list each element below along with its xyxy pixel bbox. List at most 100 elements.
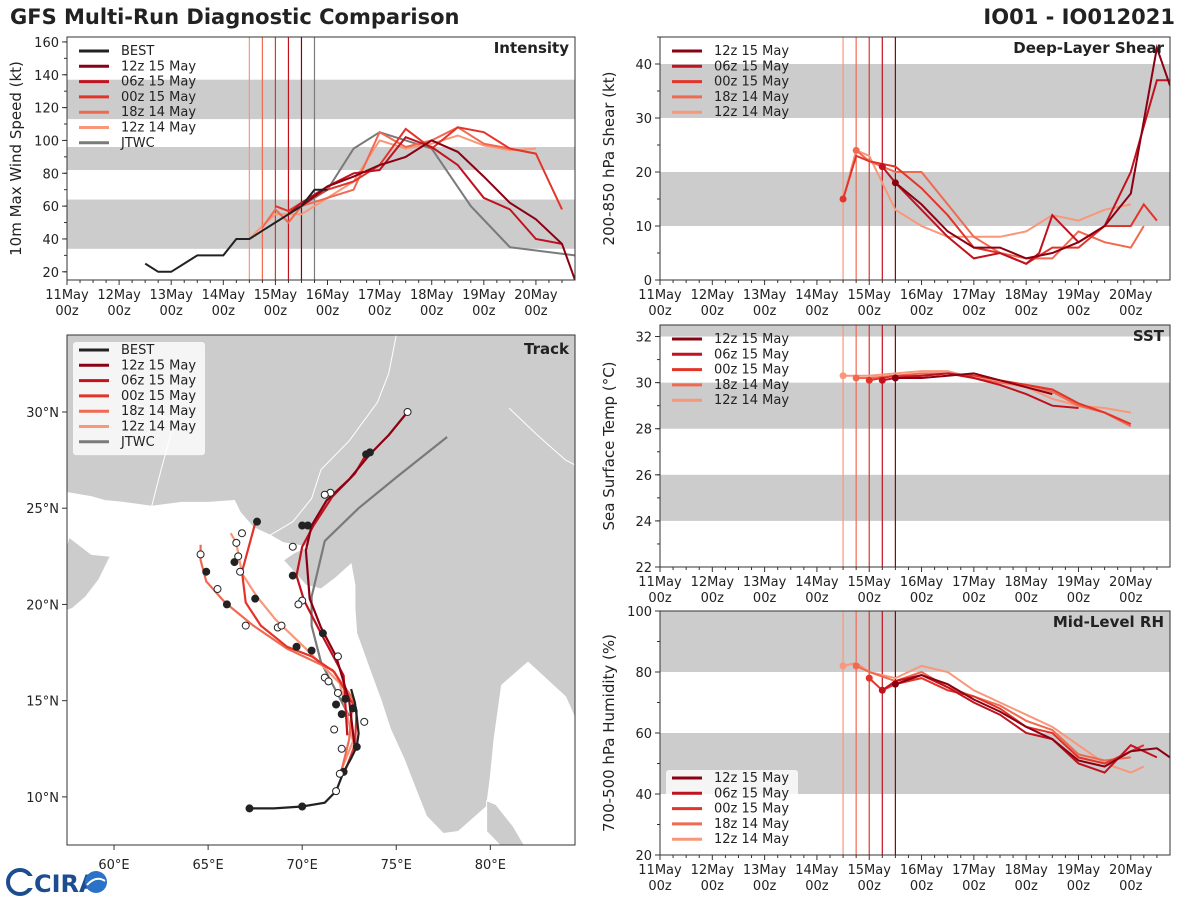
- y-axis-label: 200-850 hPa Shear (kt): [600, 72, 618, 246]
- x-tick-label-hour: 00z: [1067, 591, 1091, 606]
- legend-label: 12z 14 May: [121, 121, 196, 136]
- track-point-00z: [298, 802, 307, 811]
- panel-title: Deep-Layer Shear: [1013, 39, 1164, 57]
- x-tick-label-hour: 00z: [648, 591, 672, 606]
- x-tick-label-hour: 00z: [264, 304, 288, 319]
- track-point-00z: [202, 567, 211, 576]
- init-point: [891, 374, 899, 382]
- x-tick-label-day: 11May: [45, 288, 89, 303]
- track-point-12z: [320, 490, 329, 499]
- plot-area: [660, 611, 1170, 855]
- x-tick-label-day: 17May: [358, 288, 402, 303]
- legend-label: 00z 15 May: [714, 802, 789, 817]
- lat-tick-label: 30°N: [26, 406, 59, 421]
- y-tick-label: 20: [635, 849, 652, 864]
- x-tick-label-hour: 00z: [962, 591, 986, 606]
- x-tick-label-hour: 00z: [962, 879, 986, 894]
- x-tick-label-day: 20May: [1109, 288, 1153, 303]
- x-tick-label-hour: 00z: [1014, 591, 1038, 606]
- series-line-18z-14-may: [261, 126, 537, 229]
- x-tick-label-day: 12May: [97, 288, 141, 303]
- shaded-band: [660, 325, 1170, 337]
- x-tick-label-day: 20May: [1109, 575, 1153, 590]
- plot-area: [67, 37, 575, 280]
- init-point: [891, 680, 899, 688]
- panel-rh: 2040608010011May00z12May00z13May00z14May…: [600, 605, 1171, 894]
- legend-label: 06z 15 May: [714, 786, 789, 801]
- x-tick-label-day: 12May: [691, 575, 735, 590]
- logo-swoosh: [86, 877, 106, 886]
- track-point-12z: [330, 725, 339, 734]
- panel-frame: [659, 36, 1171, 281]
- x-tick-label-hour: 00z: [962, 304, 986, 319]
- lat-tick-label: 10°N: [26, 791, 59, 806]
- shaded-band: [660, 611, 1170, 672]
- x-tick-label-day: 13May: [743, 575, 787, 590]
- x-tick-label-day: 16May: [306, 288, 350, 303]
- x-tick-label-hour: 00z: [472, 304, 496, 319]
- track-point-00z: [348, 704, 357, 713]
- track-point-12z: [232, 538, 241, 547]
- track-point-00z: [253, 517, 262, 526]
- track-point-00z: [337, 710, 346, 719]
- legend-label: 18z 14 May: [121, 105, 196, 120]
- x-tick-label-day: 17May: [952, 575, 996, 590]
- legend-label: 12z 14 May: [714, 105, 789, 120]
- lat-tick-label: 15°N: [26, 695, 59, 710]
- lon-tick-label: 65°E: [192, 858, 223, 873]
- x-tick-label-hour: 00z: [858, 879, 882, 894]
- legend-label: 12z 14 May: [121, 420, 196, 435]
- track-point-00z: [318, 629, 327, 638]
- track-point-00z: [341, 694, 350, 703]
- series-line-12z-15-may: [895, 372, 1053, 396]
- x-tick-label-day: 19May: [1057, 288, 1101, 303]
- x-tick-label-hour: 00z: [1067, 879, 1091, 894]
- x-tick-label-day: 19May: [462, 288, 506, 303]
- x-tick-label-hour: 00z: [1119, 304, 1143, 319]
- legend-label: 18z 14 May: [714, 90, 789, 105]
- x-tick-label-hour: 00z: [420, 304, 444, 319]
- track-point-00z: [245, 804, 254, 813]
- x-tick-label-hour: 00z: [1119, 879, 1143, 894]
- x-tick-label-day: 12May: [691, 288, 735, 303]
- init-point: [839, 372, 847, 380]
- init-point: [878, 686, 886, 694]
- init-point: [839, 195, 847, 203]
- legend-label: BEST: [121, 343, 154, 358]
- series-line-12z-14-may: [248, 134, 536, 240]
- legend-label: 12z 15 May: [121, 59, 196, 74]
- x-tick-label-hour: 00z: [212, 304, 236, 319]
- x-tick-label-day: 15May: [254, 288, 298, 303]
- x-tick-label-day: 16May: [900, 575, 944, 590]
- x-tick-label-hour: 00z: [368, 304, 392, 319]
- y-tick-label: 100: [627, 605, 652, 620]
- x-tick-label-hour: 00z: [858, 591, 882, 606]
- y-tick-label: 28: [635, 423, 652, 438]
- legend-label: 18z 14 May: [714, 817, 789, 832]
- x-tick-label-hour: 00z: [107, 304, 131, 319]
- x-tick-label-day: 11May: [638, 288, 682, 303]
- legend-label: 12z 14 May: [714, 832, 789, 847]
- y-tick-label: 40: [635, 58, 652, 73]
- x-tick-label-day: 14May: [795, 575, 839, 590]
- series-line-12z-15-may: [894, 43, 1170, 260]
- panel-frame: [66, 36, 576, 281]
- track-point-12z: [360, 717, 369, 726]
- shaded-band: [660, 474, 1170, 521]
- plot-area: [660, 325, 1170, 567]
- lon-tick-label: 70°E: [287, 858, 318, 873]
- x-tick-label-hour: 00z: [910, 304, 934, 319]
- y-tick-label: 160: [34, 36, 59, 51]
- x-tick-label-hour: 00z: [1067, 304, 1091, 319]
- x-tick-label-day: 19May: [1057, 863, 1101, 878]
- init-point: [865, 376, 873, 384]
- y-tick-label: 30: [635, 112, 652, 127]
- figure-title: GFS Multi-Run Diagnostic Comparison: [10, 5, 460, 29]
- track-point-12z: [324, 677, 333, 686]
- track-line-best: [249, 688, 360, 810]
- map-area: [67, 335, 575, 845]
- panel-sst: 22242628303211May00z12May00z13May00z14Ma…: [600, 324, 1171, 606]
